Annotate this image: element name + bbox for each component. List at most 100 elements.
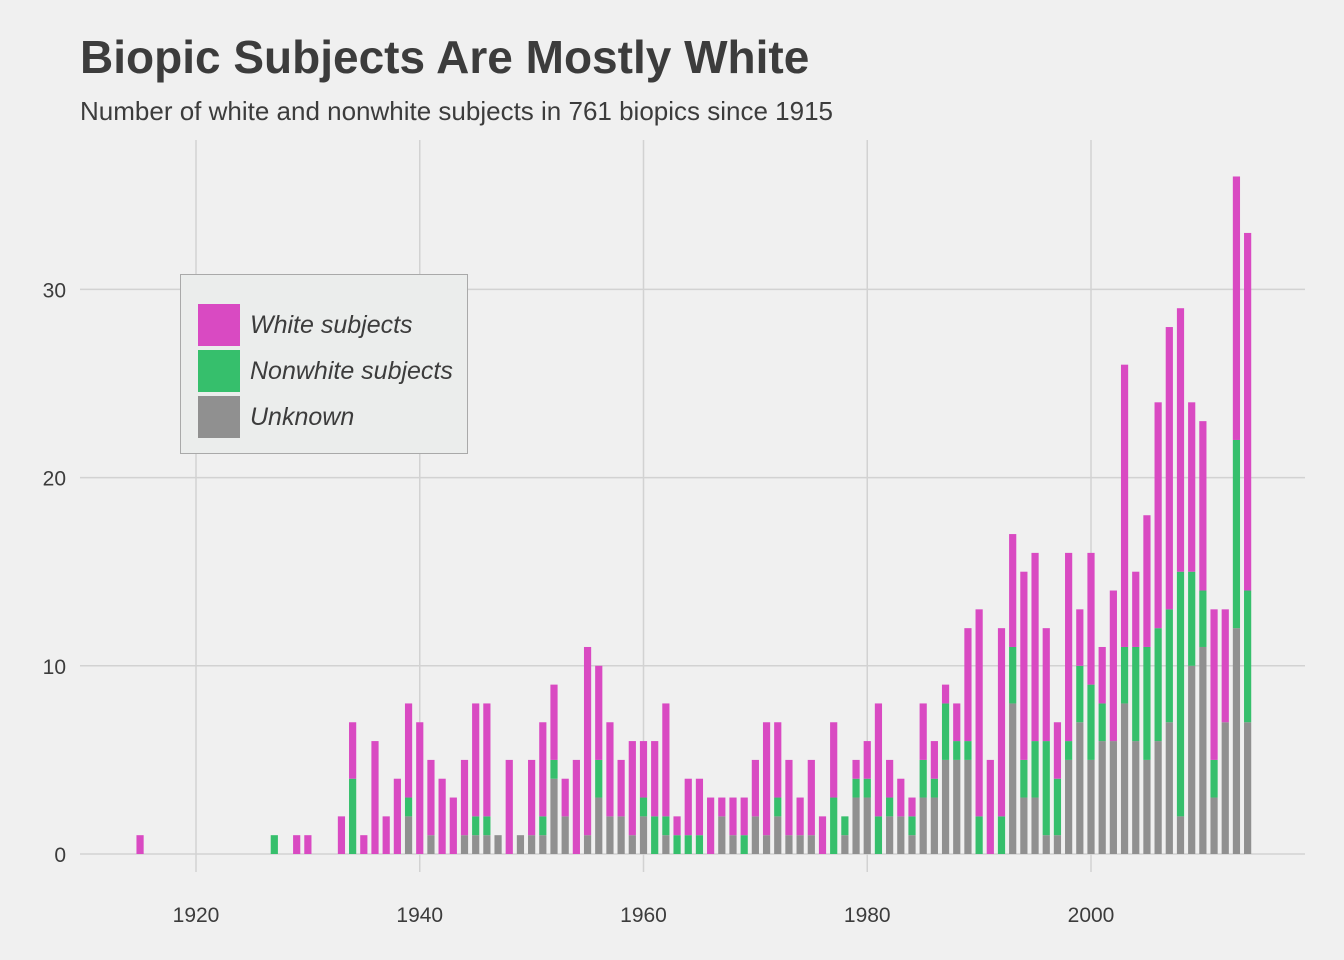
y-tick-label: 10 — [43, 656, 66, 679]
x-axis-ticks: 1920 1940 1960 1980 2000 — [173, 904, 1115, 927]
bar-nonwhite — [651, 816, 659, 854]
bar-nonwhite — [975, 816, 983, 854]
bar-unknown — [1076, 722, 1084, 854]
bar-white — [1042, 628, 1050, 742]
bar-white — [1065, 552, 1073, 742]
bar-white — [941, 684, 950, 704]
bar-white — [718, 797, 726, 817]
bar-nonwhite — [684, 835, 692, 854]
bar-unknown — [1154, 741, 1162, 854]
bar-white — [953, 703, 961, 742]
bar-white — [360, 835, 368, 854]
bar-nonwhite — [1087, 684, 1095, 760]
y-axis-ticks: 0 10 20 30 — [43, 279, 66, 867]
bar-nonwhite — [863, 778, 871, 798]
bar-nonwhite — [1053, 778, 1062, 836]
bar-white — [393, 778, 401, 854]
y-tick-label: 0 — [54, 844, 66, 867]
bar-white — [740, 797, 748, 836]
bar-white — [628, 741, 636, 836]
bar-nonwhite — [774, 797, 782, 817]
legend: White subjects Nonwhite subjects Unknown — [180, 274, 468, 454]
bar-nonwhite — [1143, 646, 1151, 760]
bar-white — [796, 797, 804, 836]
bar-white — [1120, 364, 1129, 647]
bar-white — [1165, 327, 1173, 610]
bar-unknown — [1132, 741, 1140, 854]
bar-white — [438, 778, 446, 854]
bar-white — [785, 759, 793, 836]
bar-white — [997, 628, 1006, 817]
bar-unknown — [528, 835, 536, 854]
bar-white — [818, 816, 827, 854]
bar-unknown — [1210, 797, 1218, 854]
bar-white — [449, 797, 457, 854]
y-tick-label: 20 — [43, 468, 66, 491]
bar-white — [975, 609, 983, 817]
bar-nonwhite — [472, 816, 480, 836]
bar-unknown — [1120, 703, 1129, 854]
bar-nonwhite — [908, 816, 916, 836]
bar-unknown — [863, 797, 871, 854]
bar-unknown — [561, 816, 569, 854]
bar-unknown — [1109, 741, 1117, 854]
bar-unknown — [460, 835, 469, 854]
bar-unknown — [1188, 665, 1196, 854]
bar-white — [528, 759, 536, 836]
bar-unknown — [930, 797, 938, 854]
bar-white — [595, 665, 603, 760]
bar-unknown — [807, 835, 815, 854]
bar-nonwhite — [1042, 741, 1050, 836]
bar-nonwhite — [964, 741, 972, 760]
bar-nonwhite — [830, 797, 838, 854]
bar-white — [986, 759, 994, 854]
bar-white — [606, 722, 614, 817]
bar-nonwhite — [1031, 741, 1039, 798]
bar-unknown — [751, 816, 759, 854]
bar-white — [1154, 402, 1162, 629]
bar-white — [371, 741, 379, 854]
bar-nonwhite — [349, 778, 357, 854]
bar-white — [807, 759, 815, 836]
bar-unknown — [1009, 703, 1017, 854]
bar-white — [460, 759, 469, 836]
bar-white — [707, 797, 715, 854]
bar-white — [583, 646, 592, 836]
bar-nonwhite — [953, 741, 961, 760]
bar-unknown — [628, 835, 636, 854]
bar-white — [483, 703, 491, 817]
bar-white — [863, 741, 871, 779]
bar-nonwhite — [662, 816, 670, 836]
bar-white — [684, 778, 692, 836]
bar-nonwhite — [1120, 646, 1129, 704]
x-tick-label: 1920 — [173, 904, 220, 927]
bar-white — [1087, 552, 1095, 685]
bar-white — [1053, 722, 1062, 779]
bar-unknown — [718, 816, 726, 854]
bar-unknown — [762, 835, 771, 854]
bar-nonwhite — [1009, 646, 1017, 704]
bar-unknown — [796, 835, 804, 854]
bar-white — [897, 778, 905, 817]
bar-nonwhite — [1165, 609, 1173, 723]
bar-white — [930, 741, 938, 779]
bar-white — [830, 722, 838, 798]
bar-nonwhite — [1244, 590, 1252, 723]
bar-nonwhite — [1176, 571, 1185, 817]
bar-nonwhite — [1199, 590, 1207, 647]
legend-swatch-nonwhite — [198, 350, 240, 392]
bar-white — [427, 759, 435, 836]
bar-unknown — [774, 816, 782, 854]
bar-white — [550, 684, 558, 760]
bar-white — [774, 722, 782, 798]
bar-white — [1232, 176, 1241, 440]
bar-white — [349, 722, 357, 779]
bar-white — [1009, 534, 1017, 647]
legend-swatch-white — [198, 304, 240, 346]
bar-unknown — [1053, 835, 1062, 854]
x-tick-label: 1940 — [396, 904, 443, 927]
bar-white — [662, 703, 670, 817]
legend-item-white: White subjects — [198, 304, 413, 346]
bar-white — [964, 628, 972, 742]
